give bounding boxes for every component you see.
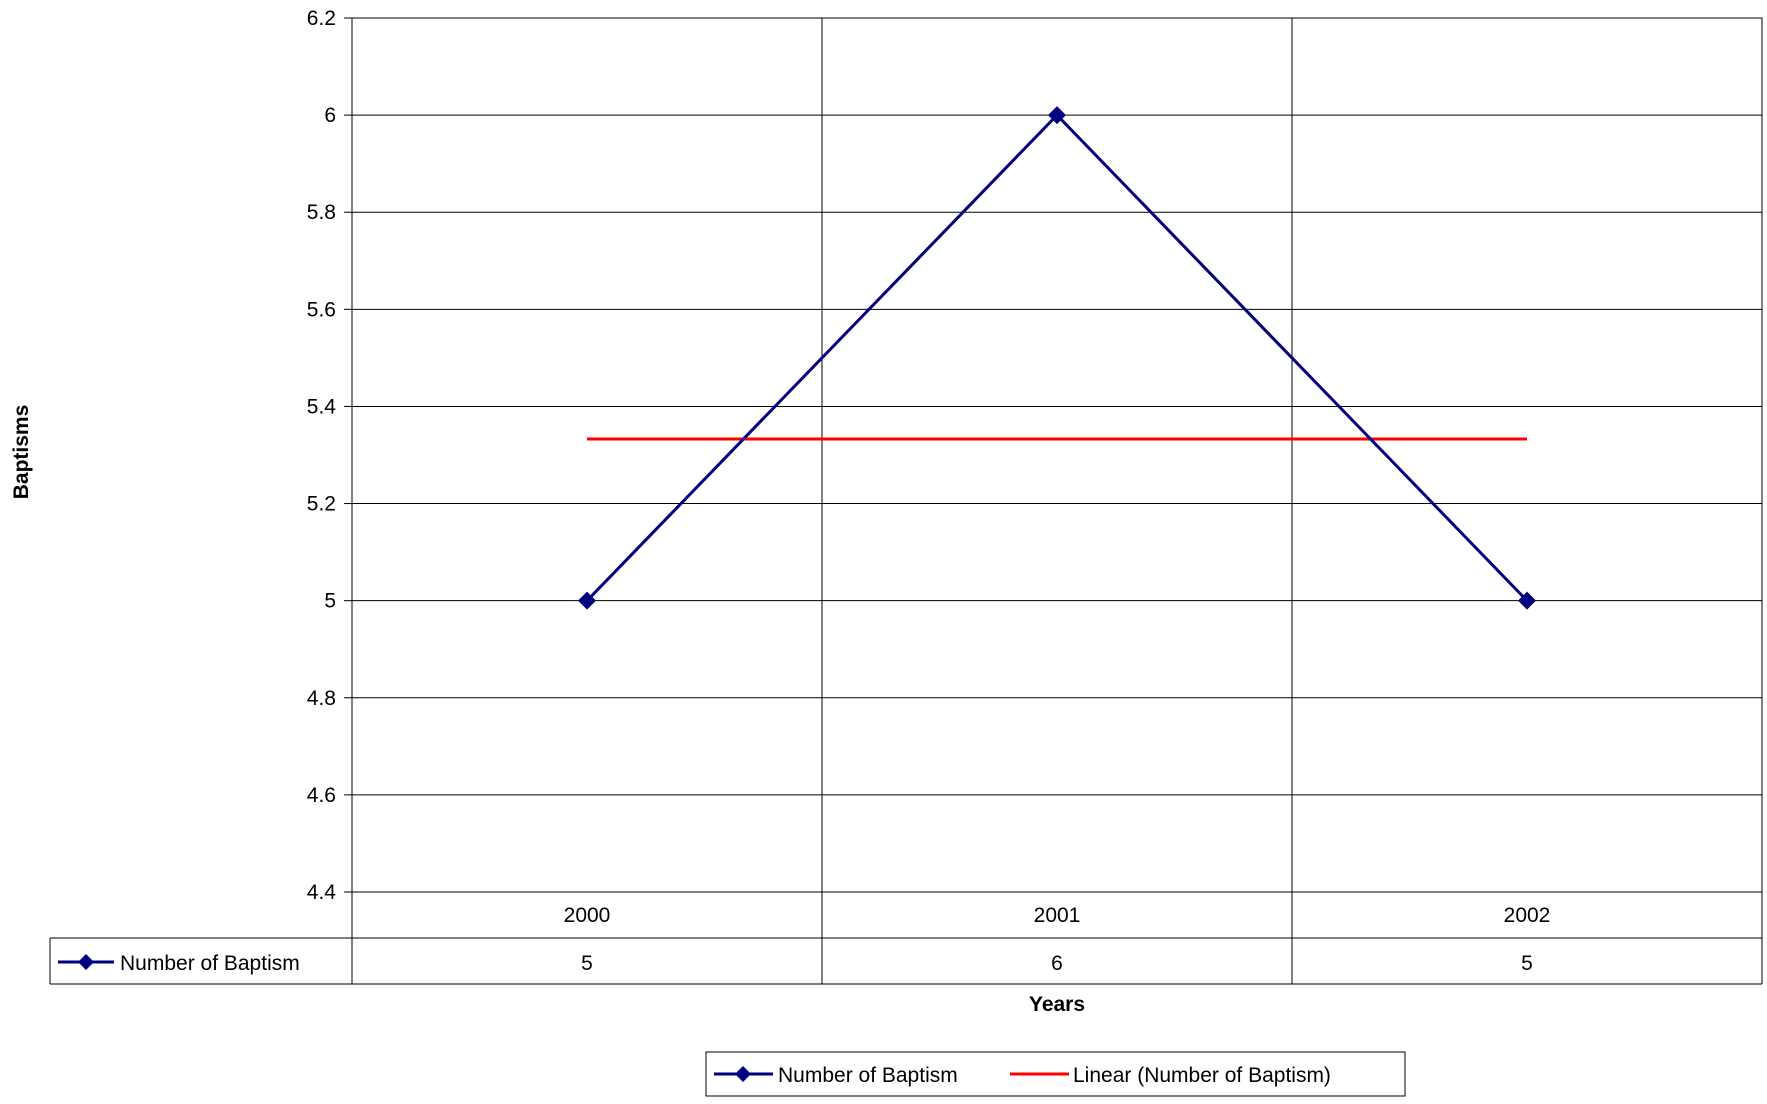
y-tick-label: 5 [324,590,336,613]
y-tick-label: 6 [324,104,336,127]
y-tick-label: 4.8 [307,687,336,710]
data-point-marker [1518,591,1536,610]
x-axis-title: Years [1029,993,1085,1016]
y-axis-title: Baptisms [10,405,33,500]
data-table: 2000 2001 2002 Number of Baptism 5 6 5 [49,892,1763,985]
x-tick-label: 2001 [1034,904,1081,927]
table-row-label: Number of Baptism [120,952,300,975]
y-tick-label: 4.6 [307,784,336,807]
y-tick-label: 5.4 [307,395,337,418]
series-number-of-baptism [578,106,1536,610]
x-tick-label: 2000 [564,904,611,927]
table-cell: 5 [1521,952,1533,975]
plot-area [351,17,1763,893]
legend: Number of Baptism Linear (Number of Bapt… [705,1051,1406,1097]
gridlines [352,17,1762,893]
y-tick-label: 5.2 [307,493,336,516]
data-point-marker [1048,106,1066,125]
y-tick-label: 5.6 [307,298,336,321]
legend-entry: Number of Baptism [778,1064,958,1087]
legend-key-marker [735,1066,751,1082]
y-axis-ticks: 6.2 6 5.8 5.6 5.4 5.2 5 4.8 4.6 4.4 [307,7,352,904]
table-legend-key-marker [78,954,94,970]
x-tick-label: 2002 [1504,904,1551,927]
y-tick-label: 6.2 [307,7,336,30]
table-cell: 6 [1051,952,1063,975]
data-point-marker [578,591,596,610]
y-tick-label: 4.4 [307,881,337,904]
legend-entry: Linear (Number of Baptism) [1073,1064,1331,1087]
y-tick-label: 5.8 [307,201,336,224]
table-cell: 5 [581,952,593,975]
